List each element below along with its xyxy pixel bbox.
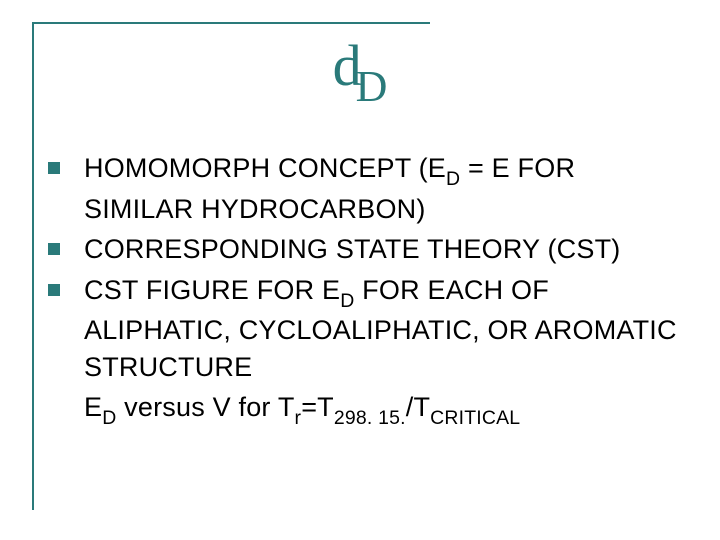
slide-title: dD [0, 32, 720, 100]
text-segment: versus V for T [116, 392, 294, 422]
title-subscript: D [356, 62, 388, 111]
text-segment: =T [301, 392, 334, 422]
text-segment: CORRESPONDING STATE THEORY (CST) [84, 234, 620, 264]
bullet-marker [48, 284, 60, 296]
bullet-marker [48, 243, 60, 255]
subscript: CRITICAL [430, 407, 520, 429]
text-segment: CST FIGURE FOR E [84, 275, 340, 305]
subscript: D [446, 168, 460, 190]
subscript: D [340, 290, 354, 312]
subscript: 298. 15. [334, 407, 406, 429]
bullet-item: HOMOMORPH CONCEPT (ED = E FOR SIMILAR HY… [48, 150, 690, 227]
bullet-text: HOMOMORPH CONCEPT (ED = E FOR SIMILAR HY… [84, 150, 690, 227]
continuation-line: ED versus V for Tr=T298. 15./TCRITICAL [84, 389, 690, 430]
bullet-text: CST FIGURE FOR ED FOR EACH OF ALIPHATIC,… [84, 272, 690, 386]
bullet-item: CST FIGURE FOR ED FOR EACH OF ALIPHATIC,… [48, 272, 690, 386]
text-segment: E [84, 392, 102, 422]
subscript: r [295, 407, 302, 429]
bullet-text: CORRESPONDING STATE THEORY (CST) [84, 231, 620, 267]
text-segment: /T [406, 392, 430, 422]
slide-content: HOMOMORPH CONCEPT (ED = E FOR SIMILAR HY… [48, 150, 690, 430]
frame-top-border [32, 22, 430, 24]
text-segment: HOMOMORPH CONCEPT (E [84, 153, 446, 183]
subscript: D [102, 407, 116, 429]
bullet-item: CORRESPONDING STATE THEORY (CST) [48, 231, 690, 267]
bullet-marker [48, 162, 60, 174]
